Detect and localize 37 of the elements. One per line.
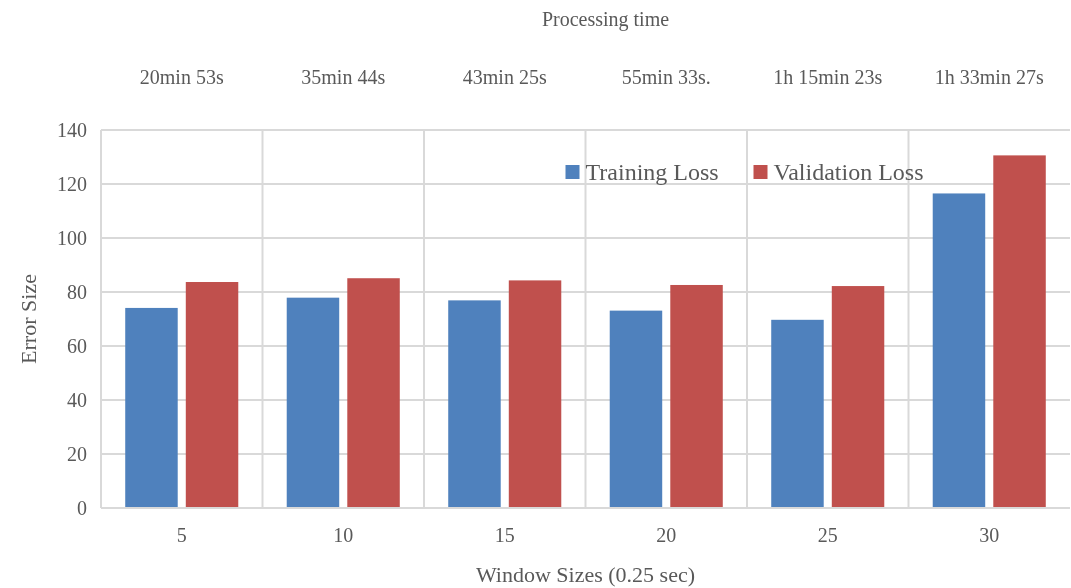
y-tick-label: 80 [67,281,87,303]
bar [347,278,400,508]
text: 43min 25s [462,66,547,88]
bar [286,297,340,508]
bar [508,280,562,508]
y-tick-label: 20 [67,443,87,465]
bar [932,193,986,508]
bar [609,310,663,508]
text: 20min 53s [139,66,224,88]
x-axis-title: Window Sizes (0.25 sec) [475,562,696,587]
y-tick-label: 100 [57,227,87,249]
text: 1h 33min 27s [934,66,1044,88]
bar [125,307,178,508]
bar [771,319,824,508]
bar [670,284,723,508]
x-tick-label: 20 [656,524,677,546]
x-tick-label: 5 [176,524,187,546]
y-tick-label: 60 [67,335,87,357]
bar [448,300,501,508]
bar [185,282,239,508]
legend-label: Validation Loss [773,159,924,185]
text: 1h 15min 23s [773,66,883,88]
legend-label: Training Loss [585,159,719,185]
x-tick-label: 30 [979,524,1000,546]
x-tick-label: 25 [817,524,838,546]
y-axis-title: Error Size [16,274,41,364]
bar [993,155,1046,508]
text: 55min 33s. [621,66,711,88]
bar [831,286,885,508]
x-tick-label: 15 [494,524,515,546]
text: Processing time [541,8,670,31]
text: 35min 44s [301,66,386,88]
x-tick-label: 10 [333,524,354,546]
y-tick-label: 40 [67,389,87,411]
y-tick-label: 140 [57,119,87,141]
y-tick-label: 0 [77,497,87,519]
y-tick-label: 120 [57,173,87,195]
